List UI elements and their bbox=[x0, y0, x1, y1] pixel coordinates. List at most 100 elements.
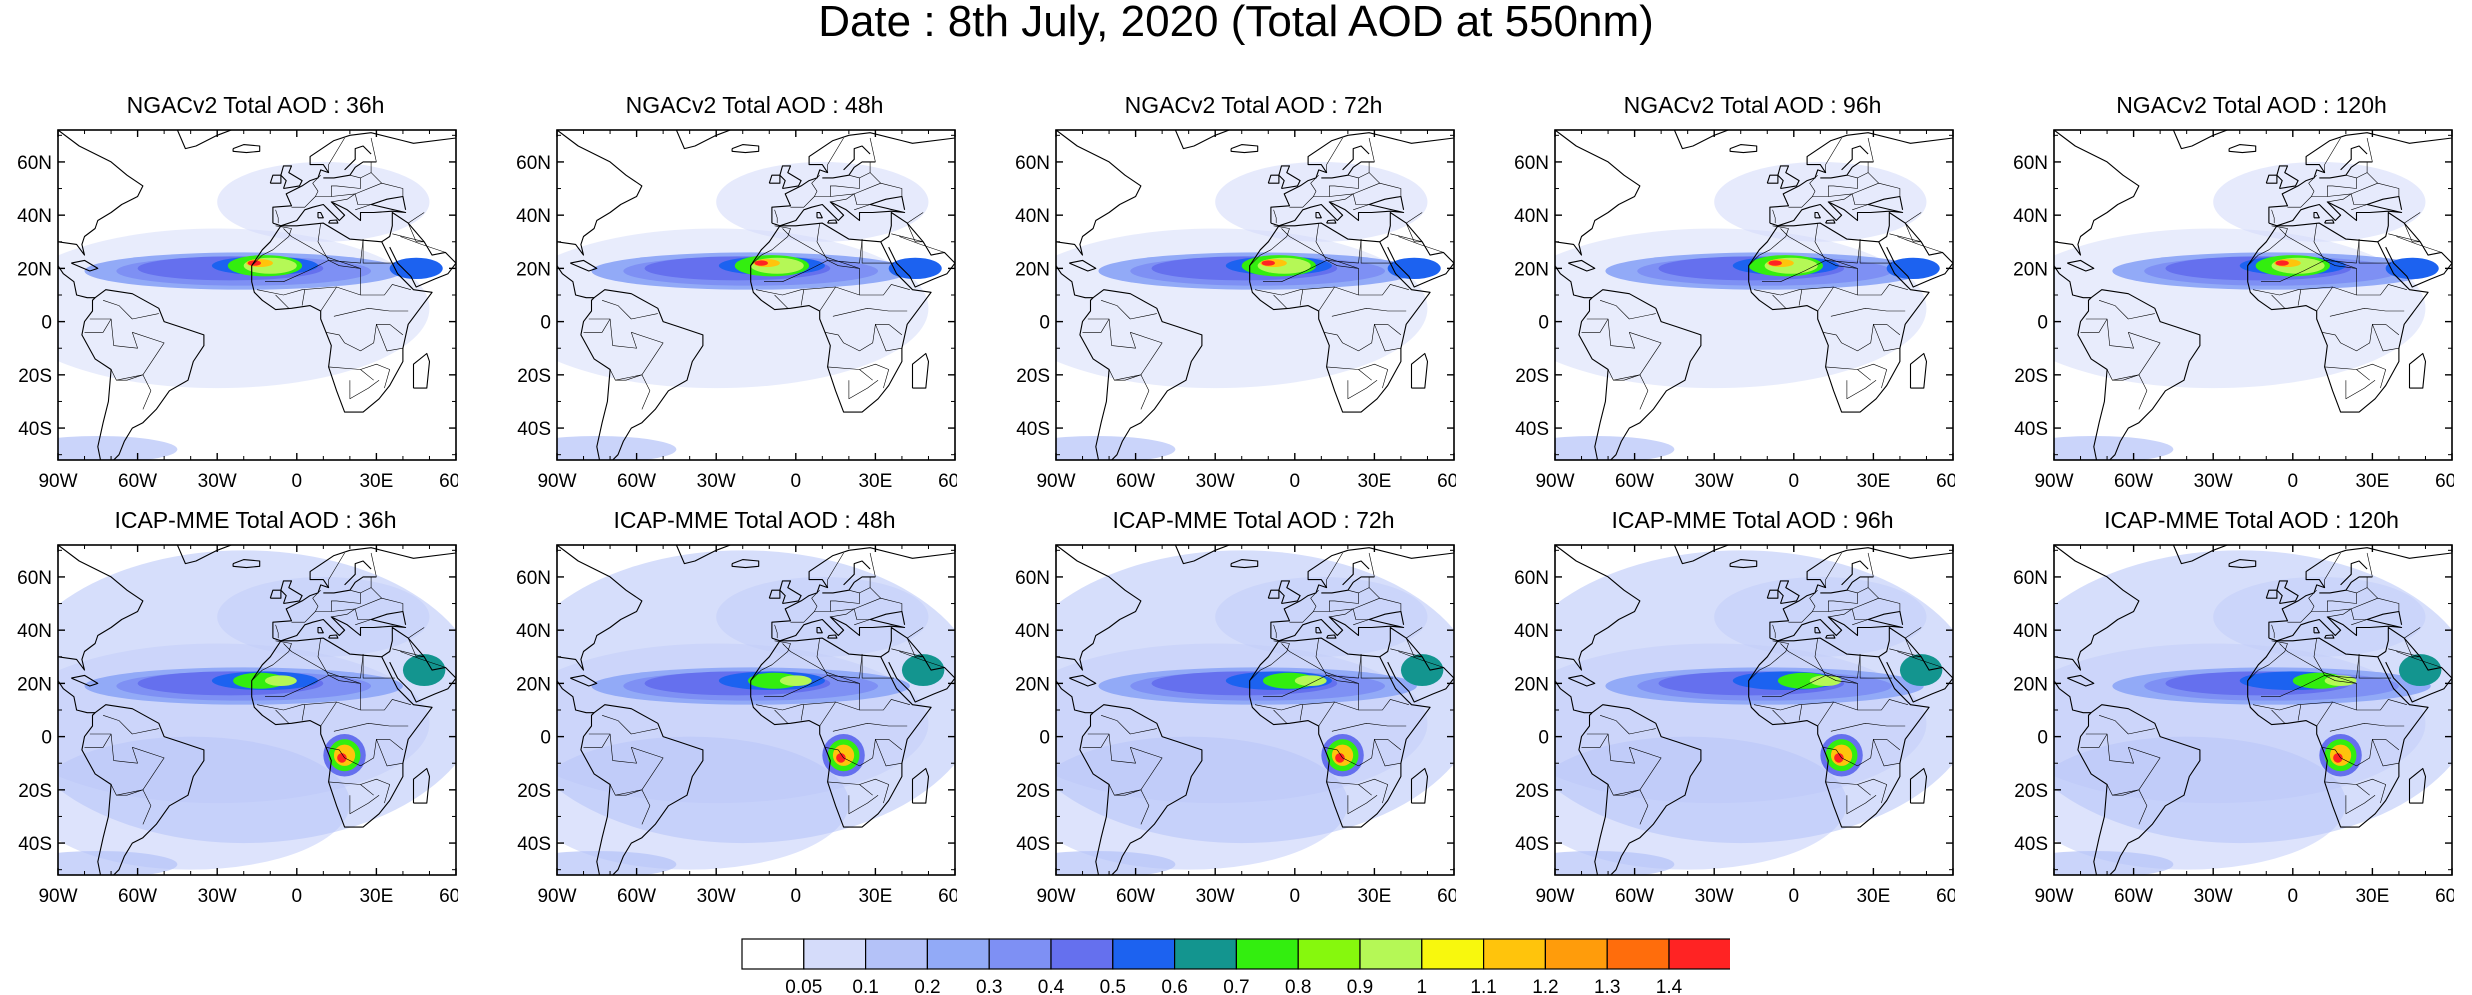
lon-tick-label: 60W bbox=[1615, 471, 1654, 492]
lon-tick-label: 60W bbox=[118, 886, 157, 907]
colorbar-label: 1.1 bbox=[1470, 977, 1496, 995]
map-panel: NGACv2 Total AOD : 120h 90W 60W 30W 0 30E 60E 4… bbox=[2004, 92, 2454, 492]
map-panel: ICAP-MME Total AOD : 48h 90W 60W 30W 0 30E 60E… bbox=[507, 507, 957, 907]
colorbar: 0.05 0.1 0.2 0.3 0.4 0.5 0.6 0.7 0.8 0.9 1 1.1 1.2 1.… bbox=[741, 938, 1730, 995]
lat-tick-label: 20S bbox=[1515, 366, 1549, 387]
lon-tick-label: 0 bbox=[2288, 471, 2299, 492]
panel-title: ICAP-MME Total AOD : 120h bbox=[2104, 507, 2399, 533]
coastlines bbox=[58, 130, 456, 460]
lat-tick-label: 0 bbox=[41, 728, 52, 749]
lat-tick-label: 20N bbox=[1514, 674, 1549, 695]
lat-tick-label: 20N bbox=[1514, 259, 1549, 280]
lat-tick-label: 40S bbox=[2014, 419, 2048, 440]
lon-tick-label: 90W bbox=[38, 471, 77, 492]
coastlines bbox=[557, 545, 955, 875]
lat-tick-label: 20S bbox=[2014, 366, 2048, 387]
lat-tick-label: 0 bbox=[1538, 728, 1549, 749]
lon-tick-label: 60E bbox=[938, 886, 957, 907]
map-panel: ICAP-MME Total AOD : 96h 90W 60W 30W 0 30E 60E… bbox=[1505, 507, 1955, 907]
aod-field bbox=[1056, 130, 1454, 460]
colorbar-label: 0.05 bbox=[785, 977, 822, 995]
colorbar-swatch bbox=[1606, 938, 1670, 970]
lon-tick-label: 30E bbox=[1856, 471, 1890, 492]
lon-tick-label: 90W bbox=[2034, 886, 2073, 907]
lat-tick-label: 60N bbox=[17, 153, 52, 174]
colorbar-swatch bbox=[1482, 938, 1546, 970]
lat-tick-label: 60N bbox=[2013, 568, 2048, 589]
lon-tick-label: 30W bbox=[697, 471, 736, 492]
lon-tick-label: 30E bbox=[1856, 886, 1890, 907]
map-plot: 90W 60W 30W 0 30E 60E 40S 20S 0 20N 40N 60N bbox=[1514, 544, 1955, 907]
coastlines bbox=[2054, 130, 2452, 460]
map-plot: 90W 60W 30W 0 30E 60E 40S 20S 0 20N 40N 60N bbox=[2013, 544, 2454, 907]
coastlines bbox=[557, 130, 955, 460]
lat-tick-label: 0 bbox=[540, 728, 551, 749]
lat-tick-label: 20N bbox=[17, 259, 52, 280]
colorbar-swatch bbox=[1050, 938, 1114, 970]
colorbar-label: 0.5 bbox=[1100, 977, 1126, 995]
map-panel: NGACv2 Total AOD : 36h 90W 60W 30W 0 30E 60E 40… bbox=[8, 92, 458, 492]
aod-field bbox=[1056, 545, 1454, 875]
colorbar-swatch bbox=[1297, 938, 1361, 970]
panel-title: ICAP-MME Total AOD : 36h bbox=[114, 507, 397, 533]
colorbar-label: 1 bbox=[1417, 977, 1428, 995]
lon-tick-label: 30W bbox=[1196, 886, 1235, 907]
lon-tick-label: 60W bbox=[118, 471, 157, 492]
map-plot: 90W 60W 30W 0 30E 60E 40S 20S 0 20N 40N 60N bbox=[1015, 544, 1456, 907]
lat-tick-label: 40N bbox=[1015, 206, 1050, 227]
lon-tick-label: 30E bbox=[2355, 471, 2389, 492]
map-plot: 90W 60W 30W 0 30E 60E 40S 20S 0 20N 40N 60N bbox=[516, 544, 957, 907]
colorbar-label: 0.1 bbox=[852, 977, 878, 995]
colorbar-swatch bbox=[1112, 938, 1176, 970]
lon-tick-label: 0 bbox=[791, 886, 802, 907]
coastlines bbox=[2054, 545, 2452, 875]
lat-tick-label: 40N bbox=[1514, 206, 1549, 227]
lat-tick-label: 0 bbox=[1039, 313, 1050, 334]
lon-tick-label: 30W bbox=[697, 886, 736, 907]
coastlines bbox=[1056, 130, 1454, 460]
map-panel: ICAP-MME Total AOD : 72h 90W 60W 30W 0 30E 60E… bbox=[1006, 507, 1456, 907]
lon-tick-label: 30W bbox=[1196, 471, 1235, 492]
lon-tick-label: 30W bbox=[198, 471, 237, 492]
lon-tick-label: 60E bbox=[439, 886, 458, 907]
lat-tick-label: 20S bbox=[1016, 781, 1050, 802]
lat-tick-label: 0 bbox=[540, 313, 551, 334]
colorbar-label: 0.2 bbox=[914, 977, 940, 995]
lon-tick-label: 30E bbox=[359, 886, 393, 907]
lon-tick-label: 0 bbox=[1290, 886, 1301, 907]
panel-title: ICAP-MME Total AOD : 72h bbox=[1112, 507, 1395, 533]
colorbar-swatch bbox=[1544, 938, 1608, 970]
lat-tick-label: 0 bbox=[2037, 728, 2048, 749]
lon-tick-label: 90W bbox=[1036, 886, 1075, 907]
lat-tick-label: 60N bbox=[1514, 153, 1549, 174]
lat-tick-label: 0 bbox=[1538, 313, 1549, 334]
lon-tick-label: 0 bbox=[1290, 471, 1301, 492]
colorbar-label: 0.7 bbox=[1223, 977, 1249, 995]
lat-tick-label: 60N bbox=[17, 568, 52, 589]
lon-tick-label: 30E bbox=[1357, 471, 1391, 492]
map-plot: 90W 60W 30W 0 30E 60E 40S 20S 0 20N 40N 60N bbox=[1015, 129, 1456, 492]
map-panel: ICAP-MME Total AOD : 120h 90W 60W 30W 0 30E 60… bbox=[2004, 507, 2454, 907]
panel-title: NGACv2 Total AOD : 120h bbox=[2116, 92, 2387, 118]
lon-tick-label: 60W bbox=[617, 886, 656, 907]
lon-tick-label: 90W bbox=[1036, 471, 1075, 492]
lon-tick-label: 90W bbox=[537, 886, 576, 907]
colorbar-label: 0.3 bbox=[976, 977, 1002, 995]
panel-title: ICAP-MME Total AOD : 96h bbox=[1611, 507, 1894, 533]
lat-tick-label: 20N bbox=[1015, 674, 1050, 695]
colorbar-label: 1.2 bbox=[1532, 977, 1558, 995]
aod-field bbox=[2054, 130, 2452, 460]
lon-tick-label: 90W bbox=[2034, 471, 2073, 492]
aod-field bbox=[2054, 545, 2452, 875]
colorbar-swatch bbox=[1174, 938, 1238, 970]
lat-tick-label: 40N bbox=[17, 621, 52, 642]
lon-tick-label: 60W bbox=[1116, 886, 1155, 907]
lat-tick-label: 40N bbox=[2013, 206, 2048, 227]
map-panel: NGACv2 Total AOD : 48h 90W 60W 30W 0 30E 60E 40… bbox=[507, 92, 957, 492]
lon-tick-label: 60W bbox=[1116, 471, 1155, 492]
lon-tick-label: 60E bbox=[1936, 471, 1955, 492]
lon-tick-label: 60W bbox=[2114, 886, 2153, 907]
lat-tick-label: 0 bbox=[1039, 728, 1050, 749]
lon-tick-label: 0 bbox=[791, 471, 802, 492]
lon-tick-label: 30E bbox=[359, 471, 393, 492]
